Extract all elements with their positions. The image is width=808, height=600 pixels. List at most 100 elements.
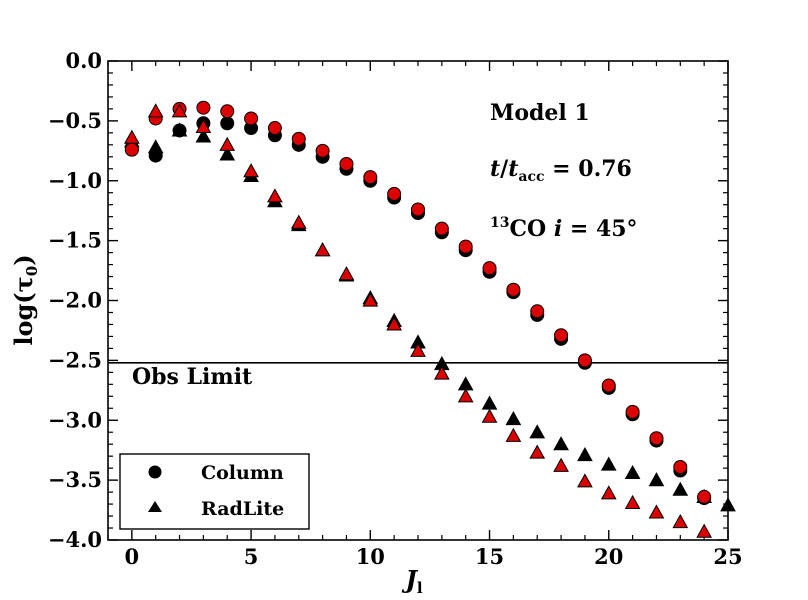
y-tick-label: −2.5 — [48, 347, 102, 372]
radlite-point-red — [123, 129, 140, 144]
obs-limit-group: Obs Limit — [108, 361, 728, 390]
radlite-point-red — [386, 316, 403, 331]
radlite-point-red — [505, 427, 522, 442]
radlite-point-red — [600, 485, 617, 500]
legend: Column RadLite — [119, 453, 310, 530]
radlite-point-black — [648, 472, 665, 487]
radlite-point-red — [290, 214, 307, 229]
radlite-point-black — [219, 146, 236, 161]
column-point-red — [244, 111, 259, 126]
annotation-isotope-value: = 45° — [562, 216, 637, 242]
y-tick-label: −1.0 — [48, 168, 102, 193]
x-axis-title: Jl — [401, 565, 422, 597]
column-point-red — [649, 431, 664, 446]
column-point-red — [220, 104, 235, 119]
legend-marker-radlite — [148, 501, 162, 512]
radlite-point-red — [243, 163, 259, 178]
column-point-red — [601, 378, 616, 393]
column-point-red — [482, 261, 497, 276]
column-point-red — [196, 100, 211, 115]
radlite-point-red — [648, 504, 665, 519]
column-point-red — [458, 239, 473, 254]
annotation-isotope: 13CO i = 45° — [490, 215, 638, 242]
radlite-point-black — [147, 139, 164, 154]
column-point-red — [387, 186, 402, 201]
radlite-point-black — [624, 464, 641, 480]
y-axis-title: log(τ0) — [9, 254, 41, 345]
radlite-point-red — [577, 473, 593, 488]
annotation-time-value: = 0.76 — [545, 156, 632, 182]
radlite-point-red — [314, 242, 331, 257]
radlite-point-red — [553, 457, 569, 472]
radlite-point-black — [195, 128, 212, 143]
radlite-point-red — [433, 365, 450, 380]
column-point-red — [434, 221, 449, 236]
radlite-point-red — [147, 103, 164, 118]
legend-marker-column — [148, 465, 162, 479]
radlite-point-red — [410, 342, 426, 357]
radlite-point-red — [457, 388, 474, 403]
annotation-time-tacc: t — [508, 156, 518, 182]
column-point-red — [363, 170, 378, 185]
data-points — [123, 100, 736, 538]
x-tick-label: 0 — [125, 544, 140, 569]
annotation-isotope-i: i — [554, 216, 562, 242]
y-tick-label: −2.0 — [48, 288, 102, 313]
y-tick-label: −1.5 — [48, 228, 102, 253]
y-axis-title-close: ) — [9, 254, 38, 265]
x-tick-label: 15 — [475, 544, 504, 569]
y-tick-label: −3.5 — [48, 467, 102, 492]
radlite-point-red — [529, 444, 546, 459]
radlite-point-red — [672, 514, 689, 529]
column-point-red — [673, 459, 688, 474]
column-point-red — [411, 202, 425, 217]
radlite-point-black — [529, 424, 546, 439]
legend-label-radlite: RadLite — [201, 498, 284, 520]
x-tick-label: 20 — [594, 544, 623, 569]
annotation-model: Model 1 — [490, 100, 590, 126]
radlite-point-red — [267, 188, 283, 203]
column-point-red — [577, 353, 592, 368]
radlite-point-red — [362, 292, 379, 307]
legend-box — [119, 453, 310, 530]
obs-limit-label: Obs Limit — [132, 364, 253, 390]
column-point-red — [625, 404, 640, 419]
radlite-point-black — [720, 497, 736, 512]
legend-label-column: Column — [201, 462, 284, 484]
radlite-point-black — [600, 456, 617, 471]
x-axis-title-main: J — [401, 565, 418, 594]
radlite-point-red — [171, 103, 188, 118]
radlite-point-black — [672, 481, 689, 496]
column-point-red — [530, 304, 545, 319]
annotation-isotope-co: CO — [509, 216, 553, 242]
column-point-red — [554, 328, 569, 343]
radlite-point-black — [577, 446, 593, 462]
y-tick-label: −3.0 — [48, 407, 102, 432]
column-point-red — [291, 131, 306, 146]
y-tick-label: −0.5 — [48, 108, 102, 133]
column-point-red — [315, 143, 330, 158]
column-point-red — [697, 489, 712, 504]
column-point-red — [339, 156, 354, 171]
radlite-point-red — [696, 523, 713, 538]
x-tick-label: 5 — [244, 544, 259, 569]
column-point-red — [124, 142, 139, 157]
y-axis-title-sub: 0 — [23, 266, 41, 276]
annotation-isotope-sup: 13 — [490, 215, 509, 231]
column-point-red — [506, 282, 521, 297]
annotation-time-sub: acc — [518, 169, 544, 185]
radlite-point-red — [338, 266, 355, 281]
y-tick-label: 0.0 — [65, 48, 102, 73]
x-tick-label: 10 — [356, 544, 385, 569]
radlite-point-black — [505, 411, 522, 426]
radlite-point-black — [553, 436, 569, 451]
radlite-point-red — [624, 494, 641, 509]
column-point-red — [267, 121, 282, 136]
x-axis-title-sub: l — [417, 579, 423, 597]
radlite-point-red — [219, 136, 236, 151]
y-axis-title-main: log(τ — [9, 276, 38, 345]
radlite-point-red — [195, 118, 212, 133]
annotation-time-t: t — [490, 156, 500, 182]
radlite-point-black — [171, 122, 188, 137]
